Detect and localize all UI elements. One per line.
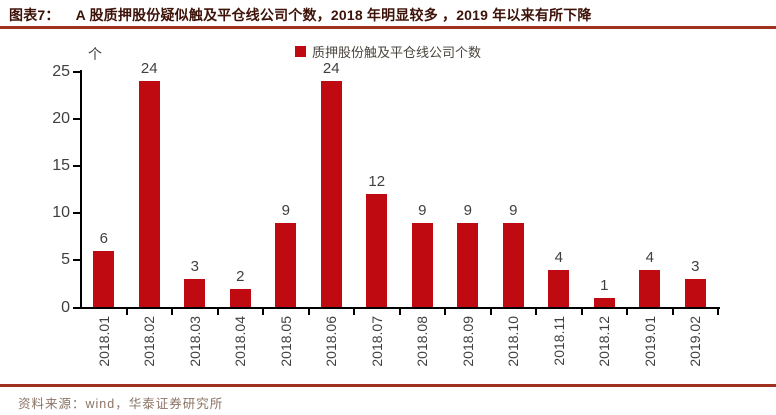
bar-2018.03 — [184, 279, 206, 308]
y-axis-tick — [73, 259, 80, 262]
x-axis-tick-label: 2018.04 — [232, 316, 249, 367]
bar-2018.10 — [502, 222, 524, 308]
bar-2018.05 — [275, 222, 297, 308]
legend-series-label: 质押股份触及平仓线公司个数 — [311, 45, 481, 60]
y-axis-tick-label: 15 — [52, 157, 70, 175]
x-axis-tick-label: 2018.09 — [459, 316, 476, 367]
figure-title: 图表7： A 股质押股份疑似触及平仓线公司个数，2018 年明显较多 ，2019 … — [9, 5, 768, 25]
bar-2018.11 — [548, 269, 570, 308]
y-axis-tick — [73, 165, 80, 168]
x-axis-tick — [717, 309, 719, 315]
bar-value-label: 24 — [322, 60, 340, 78]
data-source-note: 资料来源：wind，华泰证券研究所 — [18, 397, 224, 411]
x-axis-tick-label: 2018.03 — [186, 316, 203, 367]
x-axis-tick-label: 2018.01 — [95, 316, 112, 367]
y-axis-tick — [73, 118, 80, 121]
bar-2018.02 — [138, 81, 160, 308]
y-axis-tick-label: 10 — [52, 204, 70, 222]
x-axis-tick-label: 2018.07 — [368, 316, 385, 367]
legend-marker-icon — [294, 46, 306, 57]
y-axis-tick-label: 0 — [61, 298, 70, 316]
x-axis-tick-label: 2018.11 — [550, 316, 567, 366]
y-axis-tick-label: 5 — [61, 251, 70, 269]
x-axis-tick — [535, 309, 537, 315]
x-axis-tick-label: 2019.01 — [641, 316, 658, 367]
bar-2019.01 — [639, 269, 661, 308]
y-axis-tick — [73, 212, 80, 215]
bar-2018.12 — [593, 298, 615, 308]
bar-value-label: 12 — [368, 173, 386, 191]
x-axis-tick — [125, 309, 128, 315]
figure-title-text: A 股质押股份疑似触及平仓线公司个数，2018 年明显较多 ，2019 年以来有… — [75, 7, 592, 23]
bar-2018.08 — [411, 222, 433, 308]
bar-2018.09 — [457, 222, 479, 308]
bar-value-label: 9 — [509, 201, 518, 219]
x-axis-tick — [216, 309, 219, 315]
y-axis-line — [80, 70, 82, 309]
x-axis-tick-label: 2018.08 — [414, 316, 431, 367]
x-axis-tick — [398, 309, 401, 315]
bar-value-label: 9 — [463, 201, 472, 219]
title-divider-line — [0, 26, 776, 29]
x-axis-tick — [307, 309, 310, 315]
x-axis-tick — [626, 309, 628, 315]
chart-legend: 质押股份触及平仓线公司个数 — [0, 42, 776, 61]
footer-divider-line — [0, 384, 776, 387]
x-axis-tick — [353, 309, 355, 315]
bar-value-label: 9 — [281, 201, 290, 219]
y-axis-tick-label: 20 — [52, 110, 70, 128]
x-axis-tick-label: 2018.10 — [505, 316, 522, 367]
y-axis-tick-label: 25 — [52, 63, 70, 80]
x-axis-tick — [580, 309, 583, 315]
y-axis-tick — [73, 71, 80, 73]
y-axis-unit-label: 个 — [88, 46, 102, 62]
bar-value-label: 24 — [140, 60, 158, 78]
x-axis-tick-label: 2019.02 — [687, 316, 704, 367]
bar-value-label: 6 — [99, 229, 108, 247]
x-axis-tick — [171, 309, 173, 315]
x-axis-tick-label: 2018.12 — [596, 316, 613, 367]
bar-value-label: 4 — [554, 248, 563, 266]
bar-value-label: 9 — [418, 201, 427, 219]
bar-2018.07 — [366, 194, 388, 308]
x-axis-tick — [444, 309, 446, 315]
x-axis-tick-label: 2018.02 — [141, 316, 158, 367]
bar-value-label: 1 — [600, 277, 609, 295]
x-axis-tick — [262, 309, 264, 315]
bar-2018.04 — [229, 288, 251, 308]
bar-value-label: 4 — [645, 248, 654, 266]
y-axis-tick — [73, 306, 80, 309]
bar-2018.01 — [93, 250, 115, 308]
x-axis-tick-label: 2018.05 — [277, 316, 294, 367]
bar-value-label: 2 — [236, 267, 245, 285]
x-axis-tick-label: 2018.06 — [323, 316, 340, 367]
bar-value-label: 3 — [691, 258, 700, 276]
x-axis-tick — [489, 309, 492, 315]
bar-value-label: 3 — [190, 258, 199, 276]
bar-2019.02 — [684, 279, 706, 308]
bar-2018.06 — [320, 81, 342, 308]
x-axis-line — [80, 307, 720, 309]
figure-number-label: 图表7： — [9, 7, 60, 23]
x-axis-tick — [671, 309, 674, 315]
